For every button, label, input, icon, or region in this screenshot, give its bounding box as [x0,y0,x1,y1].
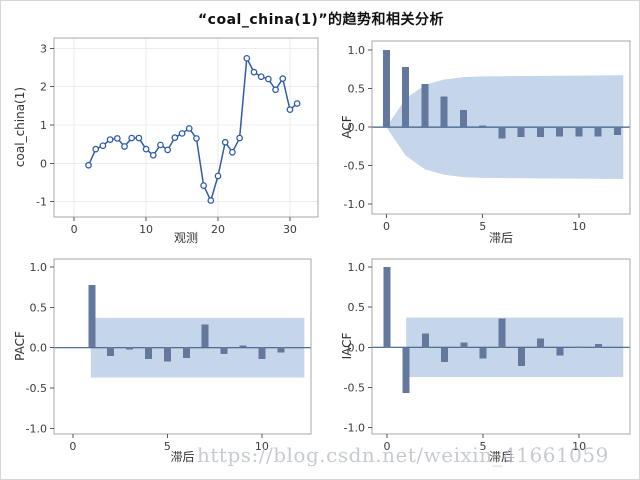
svg-text:0.5: 0.5 [348,83,366,96]
svg-text:-1: -1 [36,196,47,209]
svg-text:10: 10 [572,440,586,453]
svg-text:-0.5: -0.5 [344,381,365,394]
svg-text:-0.5: -0.5 [344,160,365,173]
figure-title: “coal_china(1)”的趋势和相关分析 [197,12,445,28]
svg-text:0: 0 [71,223,78,236]
series-y-axis-label: coal_china(1) [13,86,27,168]
svg-text:-1.0: -1.0 [26,422,47,435]
acf-x-axis-label: 滞后 [488,231,513,245]
svg-text:0.5: 0.5 [348,301,366,314]
iacf-y-axis-label: IACF [340,332,354,360]
acf-panel: 0 5 10 1.0 0.5 0.0 -0.5 -1.0 ACF 滞后 [331,31,639,246]
svg-text:0: 0 [383,440,390,453]
pacf-panel: 0 5 10 1.0 0.5 0.0 -0.5 -1.0 PACF 滞后 [1,251,323,473]
svg-text:5: 5 [164,440,171,453]
svg-text:10: 10 [255,440,269,453]
pacf-plot: 0 5 10 1.0 0.5 0.0 -0.5 -1.0 [26,258,312,453]
svg-text:5: 5 [479,220,486,233]
svg-text:5: 5 [480,440,487,453]
acf-y-axis-label: ACF [340,115,354,139]
svg-text:10: 10 [139,223,153,236]
svg-text:0.0: 0.0 [30,342,48,355]
svg-text:0: 0 [69,440,76,453]
iacf-x-axis-label: 滞后 [488,450,513,464]
iacf-plot: 0 5 10 1.0 0.5 0.0 -0.5 -1.0 [344,258,631,453]
svg-text:0.5: 0.5 [30,301,48,314]
series-plot-panel: 0 10 20 30 3 2 1 0 -1 coal_china(1) 观测 [1,31,323,246]
svg-text:-1.0: -1.0 [344,198,365,211]
svg-text:1.0: 1.0 [348,44,366,57]
svg-text:30: 30 [283,223,297,236]
svg-text:0.0: 0.0 [348,341,366,354]
iacf-panel: 0 5 10 1.0 0.5 0.0 -0.5 -1.0 IACF 滞后 [331,251,639,473]
pacf-y-axis-label: PACF [13,331,27,361]
svg-text:10: 10 [572,220,586,233]
svg-text:1: 1 [40,119,47,132]
svg-text:1.0: 1.0 [30,261,48,274]
svg-text:-1.0: -1.0 [344,422,365,435]
pacf-x-axis-label: 滞后 [170,450,195,464]
svg-text:3: 3 [40,42,47,55]
svg-text:0.0: 0.0 [348,121,366,134]
series-x-axis-label: 观测 [173,231,198,245]
acf-plot: 0 5 10 1.0 0.5 0.0 -0.5 -1.0 [344,40,631,233]
svg-text:1.0: 1.0 [348,261,366,274]
svg-text:0: 0 [383,220,390,233]
svg-text:2: 2 [40,81,47,94]
svg-text:0: 0 [40,157,47,170]
svg-text:-0.5: -0.5 [26,382,47,395]
svg-text:20: 20 [211,223,225,236]
